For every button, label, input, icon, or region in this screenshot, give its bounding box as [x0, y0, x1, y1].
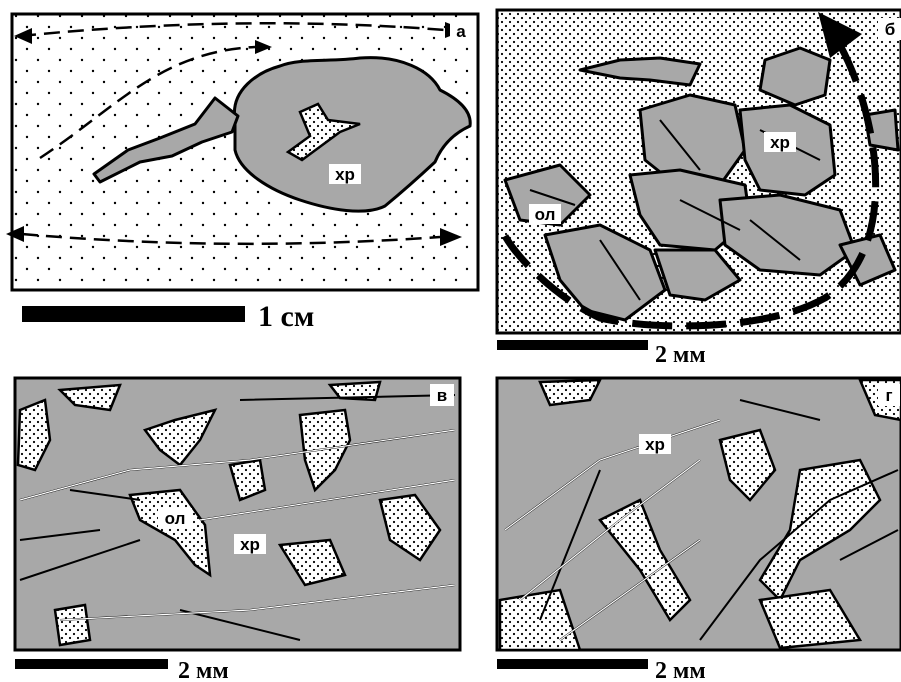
panel-b: б хр ол 2 мм	[497, 10, 901, 368]
panel-letter: б	[885, 20, 896, 39]
mineral-label: ол	[165, 509, 186, 528]
scale-label: 2 мм	[178, 658, 229, 682]
panel-letter: г	[885, 386, 892, 405]
olivine-patch	[55, 605, 90, 645]
figure: а хр 1 см б хр ол 2 мм в ол хр 2 мм г хр…	[0, 0, 901, 682]
scale-label: 2 мм	[655, 658, 706, 682]
scale-label: 2 мм	[655, 342, 706, 368]
scale-bar	[497, 659, 648, 669]
panel-letter: в	[437, 386, 447, 405]
mineral-label: хр	[240, 535, 260, 554]
scale-bar	[22, 306, 245, 322]
panel-c: в ол хр 2 мм	[15, 378, 460, 682]
panel-d: г хр 2 мм	[497, 378, 901, 682]
scale-bar	[15, 659, 168, 669]
mineral-label: хр	[645, 435, 665, 454]
scale-label: 1 см	[258, 300, 314, 333]
scale-bar	[497, 340, 648, 350]
mineral-label: ол	[535, 205, 556, 224]
panel-letter: а	[456, 22, 466, 41]
mineral-label: хр	[335, 165, 355, 184]
panel-a: а хр 1 см	[6, 14, 478, 333]
mineral-label: хр	[770, 133, 790, 152]
